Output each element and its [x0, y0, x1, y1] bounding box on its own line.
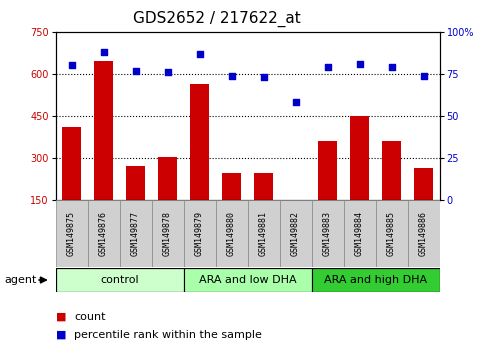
Text: GSM149880: GSM149880	[227, 211, 236, 256]
Point	[260, 74, 268, 80]
Text: GSM149883: GSM149883	[323, 211, 332, 256]
Text: GSM149875: GSM149875	[67, 211, 76, 256]
Text: GSM149885: GSM149885	[387, 211, 396, 256]
Bar	[382, 141, 401, 242]
Text: GSM149877: GSM149877	[131, 211, 140, 256]
Text: GSM149882: GSM149882	[291, 211, 300, 256]
Text: ■: ■	[56, 312, 66, 322]
Point	[132, 68, 140, 73]
Text: GSM149884: GSM149884	[355, 211, 364, 256]
Bar	[215, 200, 248, 267]
Point	[324, 64, 331, 70]
Bar	[222, 173, 241, 242]
Bar	[190, 84, 209, 242]
Text: GDS2652 / 217622_at: GDS2652 / 217622_at	[133, 11, 301, 27]
Point	[388, 64, 396, 70]
Point	[196, 51, 203, 57]
Text: ■: ■	[56, 330, 66, 339]
Point	[227, 73, 235, 79]
Bar	[248, 200, 280, 267]
Bar	[312, 200, 343, 267]
Point	[99, 49, 107, 55]
Text: count: count	[74, 312, 105, 322]
Bar	[120, 200, 152, 267]
Bar	[280, 200, 312, 267]
Text: GSM149879: GSM149879	[195, 211, 204, 256]
Text: ARA and high DHA: ARA and high DHA	[324, 275, 427, 285]
Point	[164, 69, 171, 75]
Bar	[152, 200, 184, 267]
Bar	[254, 172, 273, 242]
Text: ARA and low DHA: ARA and low DHA	[199, 275, 297, 285]
Bar	[343, 200, 376, 267]
Bar	[184, 200, 215, 267]
Text: GSM149886: GSM149886	[419, 211, 428, 256]
Point	[420, 73, 427, 79]
Text: GSM149876: GSM149876	[99, 211, 108, 256]
Bar	[94, 61, 113, 242]
Bar	[184, 268, 312, 292]
Point	[355, 61, 363, 67]
Text: GSM149881: GSM149881	[259, 211, 268, 256]
Bar	[87, 200, 120, 267]
Bar	[158, 156, 177, 242]
Bar	[312, 268, 440, 292]
Bar	[56, 268, 184, 292]
Bar	[286, 201, 305, 242]
Bar	[126, 166, 145, 242]
Point	[68, 63, 75, 68]
Bar	[350, 116, 369, 242]
Bar	[56, 200, 87, 267]
Bar	[408, 200, 440, 267]
Text: percentile rank within the sample: percentile rank within the sample	[74, 330, 262, 339]
Text: agent: agent	[5, 275, 37, 285]
Point	[292, 100, 299, 105]
Bar	[414, 168, 433, 242]
Bar	[62, 127, 81, 242]
Text: control: control	[100, 275, 139, 285]
Text: GSM149878: GSM149878	[163, 211, 172, 256]
Bar	[376, 200, 408, 267]
Bar	[318, 141, 337, 242]
